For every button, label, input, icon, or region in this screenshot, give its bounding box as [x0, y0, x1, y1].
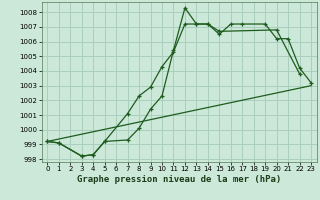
- X-axis label: Graphe pression niveau de la mer (hPa): Graphe pression niveau de la mer (hPa): [77, 175, 281, 184]
